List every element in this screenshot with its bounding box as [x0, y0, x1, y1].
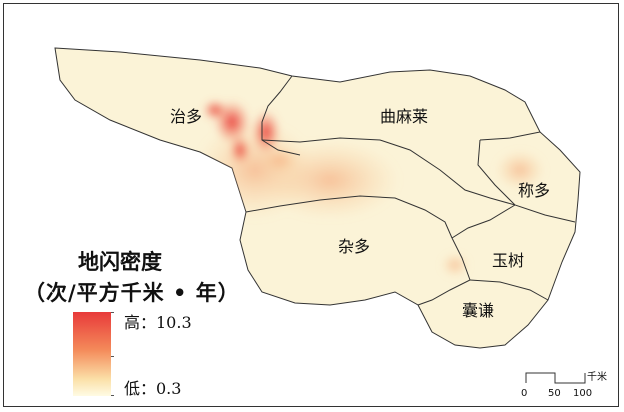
legend-title: 地闪密度 — [78, 249, 162, 274]
legend-tick — [111, 312, 114, 313]
scale-tick-100: 100 — [573, 388, 593, 399]
map-frame — [3, 3, 619, 407]
scale-unit: 千米 — [587, 372, 607, 383]
legend-unit: （次/平方千米 • 年） — [24, 280, 240, 305]
scale-tick-50: 50 — [548, 388, 561, 399]
region-label-zaduo: 杂多 — [338, 237, 371, 256]
legend-tick — [111, 395, 114, 396]
legend-tick — [111, 356, 114, 357]
region-label-nangqian: 囊谦 — [462, 301, 495, 320]
county-boundaries — [245, 75, 576, 306]
scale-tick-0: 0 — [521, 388, 528, 399]
scale-bar-graphic — [525, 372, 586, 384]
region-label-qumalai: 曲麻莱 — [380, 107, 429, 126]
region-label-chenduo: 称多 — [518, 181, 551, 200]
region-label-zhiduo: 治多 — [170, 107, 203, 126]
density-hotspots — [195, 100, 545, 277]
region-label-yushu: 玉树 — [492, 251, 525, 270]
legend-color-ramp — [73, 312, 111, 396]
legend-low-label: 低：0.3 — [124, 379, 182, 398]
legend-high-label: 高：10.3 — [124, 313, 192, 332]
